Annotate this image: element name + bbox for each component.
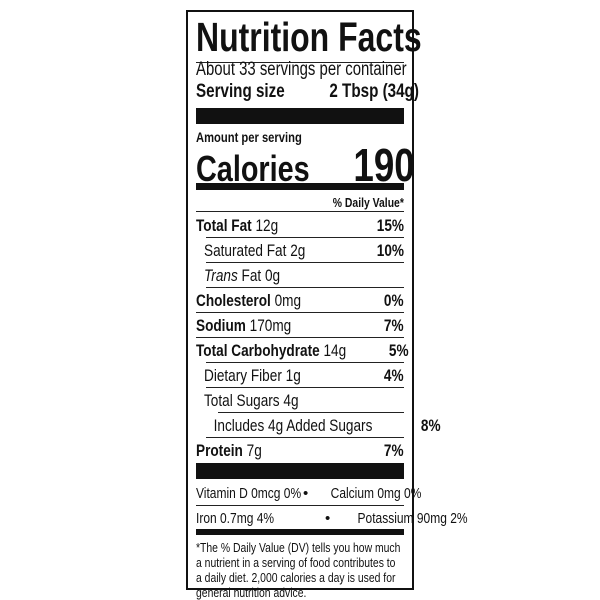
nutrient-row: Protein 7g 7% — [196, 438, 404, 463]
servings-per-container: About 33 servings per container — [196, 59, 407, 80]
nutrient-amount: 14g — [323, 340, 347, 360]
nutrient-amount: 4g — [283, 390, 299, 410]
nutrient-daily-value: 0% — [384, 290, 404, 310]
nutrient-daily-value: 4% — [384, 365, 404, 385]
nutrient-amount: 170mg — [249, 315, 292, 335]
nutrient-name: Dietary Fiber 1g — [204, 365, 301, 385]
nutrient-daily-value: 7% — [384, 315, 404, 335]
nutrient-amount: 1g — [285, 365, 301, 385]
nutrient-name: Total Sugars 4g — [204, 390, 299, 410]
vitamin-row: Vitamin D 0mcg 0% • Calcium 0mg 0% — [196, 482, 422, 504]
nutrient-daily-value: 5% — [388, 340, 409, 360]
nutrient-name: Sodium 170mg — [196, 315, 292, 335]
label-title: Nutrition Facts — [196, 14, 422, 60]
nutrition-facts-label: Nutrition Facts About 33 servings per co… — [186, 10, 468, 600]
bullet-separator: • — [325, 509, 331, 527]
thick-divider — [196, 108, 404, 124]
calories-label: Calories — [196, 148, 310, 189]
nutrient-amount: 2g — [290, 240, 306, 260]
vitamin-left: Iron 0.7mg 4% — [196, 509, 275, 527]
medium-divider — [196, 183, 404, 190]
nutrient-row: Total Fat 12g 15% — [196, 213, 404, 238]
footnote: *The % Daily Value (DV) tells you how mu… — [196, 540, 401, 600]
nutrient-row: Cholesterol 0mg 0% — [196, 288, 404, 313]
nutrient-name: Includes 4g Added Sugars — [213, 415, 373, 435]
nutrient-daily-value: 15% — [376, 215, 404, 235]
nutrient-amount: 0g — [264, 265, 281, 285]
vitamin-left: Vitamin D 0mcg 0% — [196, 484, 302, 502]
nutrient-amount: 7g — [246, 440, 262, 460]
thick-divider — [196, 463, 404, 479]
nutrient-daily-value: 7% — [384, 440, 404, 460]
nutrient-row: Sodium 170mg 7% — [196, 313, 404, 338]
nutrient-daily-value: 10% — [376, 240, 404, 260]
serving-size-label: Serving size — [196, 81, 285, 102]
vitamin-right: Potassium 90mg 2% — [357, 509, 468, 527]
nutrient-name: Saturated Fat 2g — [204, 240, 306, 260]
nutrient-row: Total Sugars 4g — [196, 388, 404, 413]
calories-value: 190 — [353, 139, 415, 191]
nutrient-row: Includes 4g Added Sugars 8% — [196, 413, 441, 438]
nutrient-daily-value: 8% — [421, 415, 442, 435]
bullet-separator: • — [303, 484, 309, 502]
medium-divider — [196, 529, 404, 535]
nutrient-name: Total Carbohydrate 14g — [196, 340, 347, 360]
nutrient-name: Total Fat 12g — [196, 215, 279, 235]
nutrient-row: Trans Fat 0g — [196, 263, 404, 288]
nutrient-row: Dietary Fiber 1g 4% — [196, 363, 404, 388]
nutrient-row: Saturated Fat 2g 10% — [196, 238, 404, 263]
serving-size-value: 2 Tbsp (34g) — [329, 81, 419, 102]
nutrient-name: Cholesterol 0mg — [196, 290, 302, 310]
nutrient-name: Protein 7g — [196, 440, 262, 460]
nutrient-name: Trans Fat 0g — [204, 265, 281, 285]
vitamin-row: Iron 0.7mg 4% • Potassium 90mg 2% — [196, 507, 468, 529]
nutrient-amount: 12g — [255, 215, 279, 235]
nutrient-row: Total Carbohydrate 14g 5% — [196, 338, 408, 363]
daily-value-header: % Daily Value* — [332, 195, 404, 210]
vitamin-right: Calcium 0mg 0% — [330, 484, 422, 502]
amount-per-serving: Amount per serving — [196, 129, 302, 145]
nutrient-amount: 0mg — [274, 290, 302, 310]
